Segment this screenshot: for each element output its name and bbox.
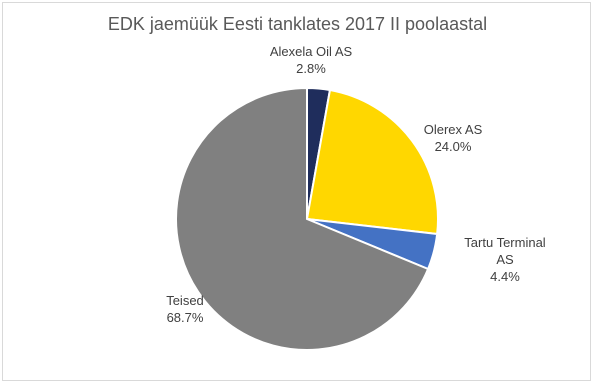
data-label-olerex-as: Olerex AS 24.0% <box>424 122 483 154</box>
data-label-category: Tartu Terminal <box>464 235 546 250</box>
pie-slice-olerex-as <box>305 88 439 236</box>
data-label-teised: Teised 68.7% <box>166 293 204 325</box>
data-label-value: 24.0% <box>435 139 472 154</box>
chart-title: EDK jaemüük Eesti tanklates 2017 II pool… <box>107 14 488 34</box>
data-label-category: Olerex AS <box>424 122 483 137</box>
data-label-value: 4.4% <box>490 269 520 284</box>
pie-slice-teised <box>175 86 430 351</box>
data-label-value: 2.8% <box>296 61 326 76</box>
data-label-category: Alexela Oil AS <box>270 44 353 59</box>
data-label-category: AS <box>496 252 514 267</box>
data-label-category: Teised <box>166 293 204 308</box>
data-label-tartu-terminal-as: Tartu Terminal AS 4.4% <box>464 235 546 284</box>
data-label-value: 68.7% <box>167 310 204 325</box>
data-label-alexela-oil-as: Alexela Oil AS 2.8% <box>270 44 353 76</box>
